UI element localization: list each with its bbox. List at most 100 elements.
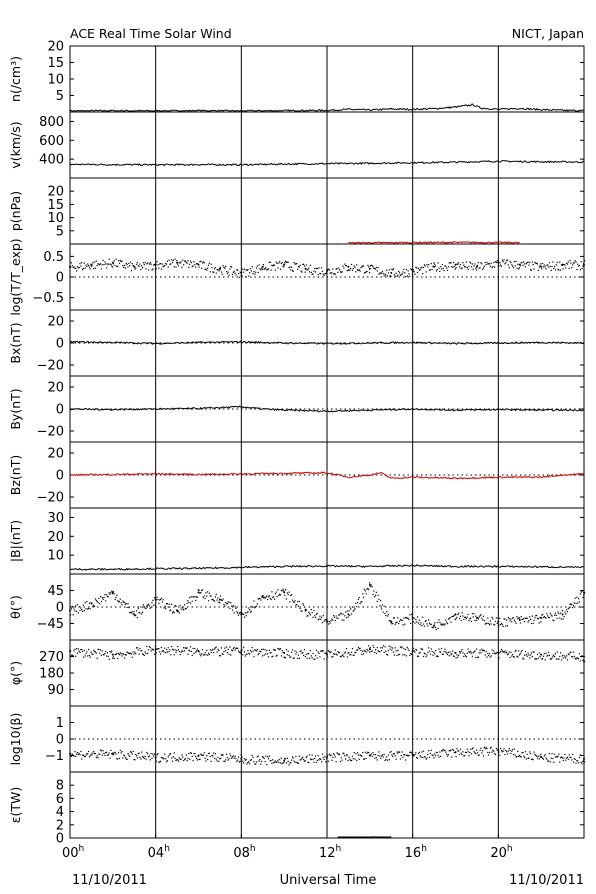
data-point — [417, 655, 420, 657]
data-point — [475, 267, 477, 269]
data-point — [278, 594, 280, 597]
data-point — [124, 267, 127, 269]
data-point — [469, 652, 471, 654]
data-point — [207, 600, 210, 602]
data-point — [127, 652, 129, 654]
data-point — [213, 652, 215, 654]
data-point — [470, 262, 472, 264]
data-point — [402, 756, 404, 758]
data-point — [388, 269, 390, 271]
data-point — [190, 596, 192, 598]
data-point — [345, 265, 348, 267]
data-point — [452, 615, 454, 618]
data-point — [403, 268, 405, 271]
data-point — [448, 750, 450, 752]
data-point — [367, 650, 369, 652]
data-point — [112, 656, 115, 658]
data-point — [385, 274, 387, 276]
data-point — [226, 652, 228, 654]
data-point — [307, 615, 309, 617]
data-point — [395, 758, 397, 760]
data-point — [476, 656, 479, 659]
data-point — [213, 268, 216, 270]
data-point — [128, 653, 130, 655]
data-point — [516, 267, 518, 269]
data-point — [93, 752, 96, 755]
data-point — [496, 260, 498, 262]
data-point — [129, 755, 131, 757]
data-point — [108, 258, 110, 260]
data-point — [77, 267, 79, 269]
data-point — [426, 757, 428, 759]
data-point — [459, 615, 461, 617]
data-point — [347, 616, 349, 618]
data-point — [97, 648, 99, 651]
data-point — [404, 759, 407, 761]
data-point — [192, 265, 194, 267]
data-point — [270, 652, 272, 654]
data-point — [241, 649, 243, 651]
data-point — [577, 263, 579, 265]
data-point — [324, 756, 326, 758]
data-point — [70, 755, 73, 757]
data-point — [129, 261, 132, 263]
data-point — [259, 759, 261, 761]
data-point — [338, 267, 340, 269]
data-point — [560, 652, 562, 654]
data-point — [289, 266, 291, 268]
data-point — [553, 654, 555, 656]
data-point — [249, 609, 251, 611]
data-point — [160, 597, 163, 599]
data-point — [257, 755, 259, 757]
data-point — [398, 654, 400, 656]
data-point — [95, 652, 97, 654]
data-point — [525, 758, 527, 760]
data-point — [580, 761, 582, 763]
data-point — [502, 261, 504, 263]
data-point — [352, 610, 354, 612]
data-point — [434, 753, 436, 755]
data-point — [169, 610, 171, 612]
data-point — [439, 621, 441, 623]
data-point — [320, 758, 322, 760]
data-point — [110, 749, 112, 751]
data-point — [176, 649, 178, 652]
data-point — [458, 750, 460, 752]
data-point — [169, 753, 171, 755]
data-point — [524, 617, 527, 619]
data-point — [325, 652, 327, 654]
data-point — [470, 652, 473, 654]
data-point — [171, 603, 173, 605]
data-point — [351, 648, 354, 650]
data-point — [80, 607, 82, 609]
data-point — [174, 604, 176, 607]
data-point — [112, 754, 115, 756]
data-point — [104, 261, 106, 263]
data-point — [399, 619, 402, 621]
data-point — [364, 590, 366, 592]
data-point — [141, 755, 144, 758]
data-point — [239, 271, 241, 273]
data-point — [303, 649, 306, 651]
data-point — [301, 652, 303, 654]
data-point — [434, 263, 436, 265]
data-point — [361, 653, 363, 656]
data-point — [421, 266, 423, 268]
data-point — [165, 649, 168, 651]
data-point — [540, 753, 542, 755]
data-point — [454, 268, 456, 270]
data-point — [465, 751, 467, 754]
data-point — [176, 261, 179, 264]
data-point — [150, 752, 152, 755]
data-point — [125, 262, 127, 264]
y-axis-label: p(nPa) — [8, 191, 23, 231]
data-point — [261, 648, 263, 651]
data-point — [344, 651, 347, 653]
data-point — [453, 655, 455, 658]
data-point — [495, 617, 497, 619]
data-point — [555, 756, 557, 758]
y-tick-label: 180 — [39, 667, 64, 682]
data-point — [259, 268, 261, 270]
data-point — [118, 262, 121, 264]
